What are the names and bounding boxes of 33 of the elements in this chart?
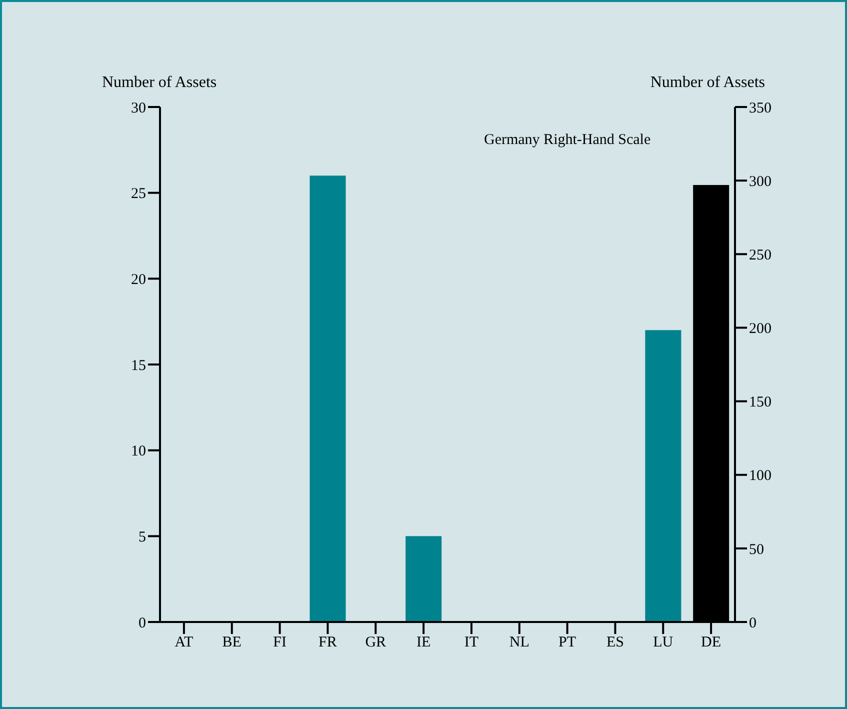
y2-tick-label: 150 bbox=[749, 394, 772, 411]
y2-tick-label: 100 bbox=[749, 468, 772, 484]
y2-tick-label: 300 bbox=[749, 174, 772, 190]
x-tick-label: DE bbox=[701, 634, 722, 651]
y2-axis-title: Number of Assets bbox=[650, 74, 765, 92]
y2-tick-label: 350 bbox=[749, 100, 772, 116]
y2-tick-label: 0 bbox=[749, 615, 756, 632]
y-tick-label: 30 bbox=[131, 100, 146, 116]
bar bbox=[645, 330, 682, 622]
y-tick-label: 20 bbox=[131, 272, 146, 288]
bar bbox=[406, 536, 442, 622]
x-tick-label: GR bbox=[365, 634, 386, 651]
y-axis-title: Number of Assets bbox=[102, 74, 217, 92]
y-tick-label: 5 bbox=[138, 529, 146, 546]
x-tick-label: ES bbox=[606, 634, 624, 651]
y2-tick-label: 50 bbox=[749, 542, 764, 558]
x-tick-label: FI bbox=[273, 634, 286, 651]
x-tick-label: FR bbox=[318, 634, 337, 651]
y2-tick-label: 200 bbox=[749, 321, 772, 338]
x-tick-label: IE bbox=[416, 634, 431, 651]
y-tick-label: 15 bbox=[131, 358, 146, 374]
y2-tick-label: 250 bbox=[749, 247, 772, 264]
annotation: Germany Right-Hand Scale bbox=[484, 132, 651, 149]
y-tick-label: 25 bbox=[131, 186, 146, 202]
x-tick-label: LU bbox=[653, 634, 674, 651]
bar bbox=[310, 176, 346, 622]
x-tick-label: NL bbox=[509, 634, 530, 651]
y-tick-label: 0 bbox=[138, 615, 146, 632]
x-tick-label: AT bbox=[174, 634, 194, 651]
x-tick-label: IT bbox=[464, 634, 479, 651]
x-tick-label: PT bbox=[558, 634, 576, 651]
x-tick-label: BE bbox=[222, 634, 242, 651]
y-tick-label: 10 bbox=[131, 444, 146, 460]
